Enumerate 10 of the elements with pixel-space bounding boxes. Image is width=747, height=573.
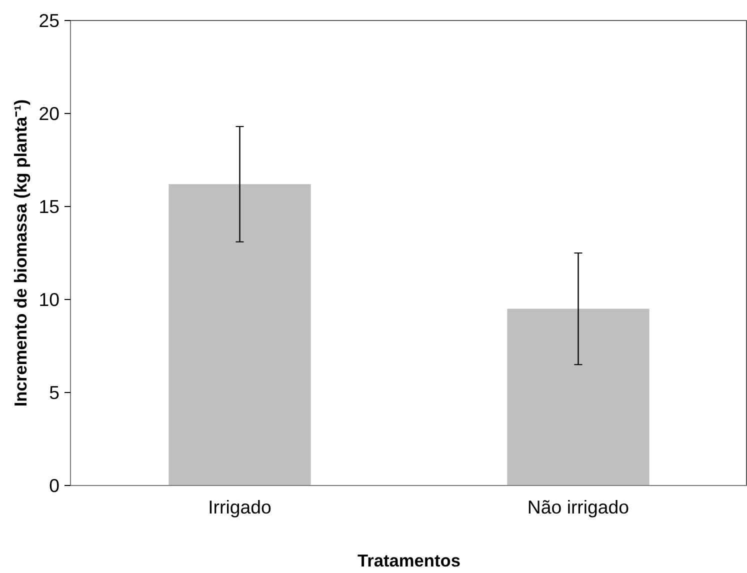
x-tick-label: Não irrigado <box>527 496 630 518</box>
y-tick-label: 25 <box>38 10 60 31</box>
y-tick-label: 10 <box>38 289 60 310</box>
y-tick-label: 15 <box>38 196 60 217</box>
x-axis-title: Tratamentos <box>357 550 461 570</box>
y-axis-title: Incremento de biomassa (kg planta⁻¹) <box>10 99 31 407</box>
y-tick-label: 5 <box>49 382 60 403</box>
y-tick-label: 20 <box>38 103 60 124</box>
x-tick-label: Irrigado <box>208 496 272 518</box>
y-tick-label: 0 <box>49 475 60 496</box>
